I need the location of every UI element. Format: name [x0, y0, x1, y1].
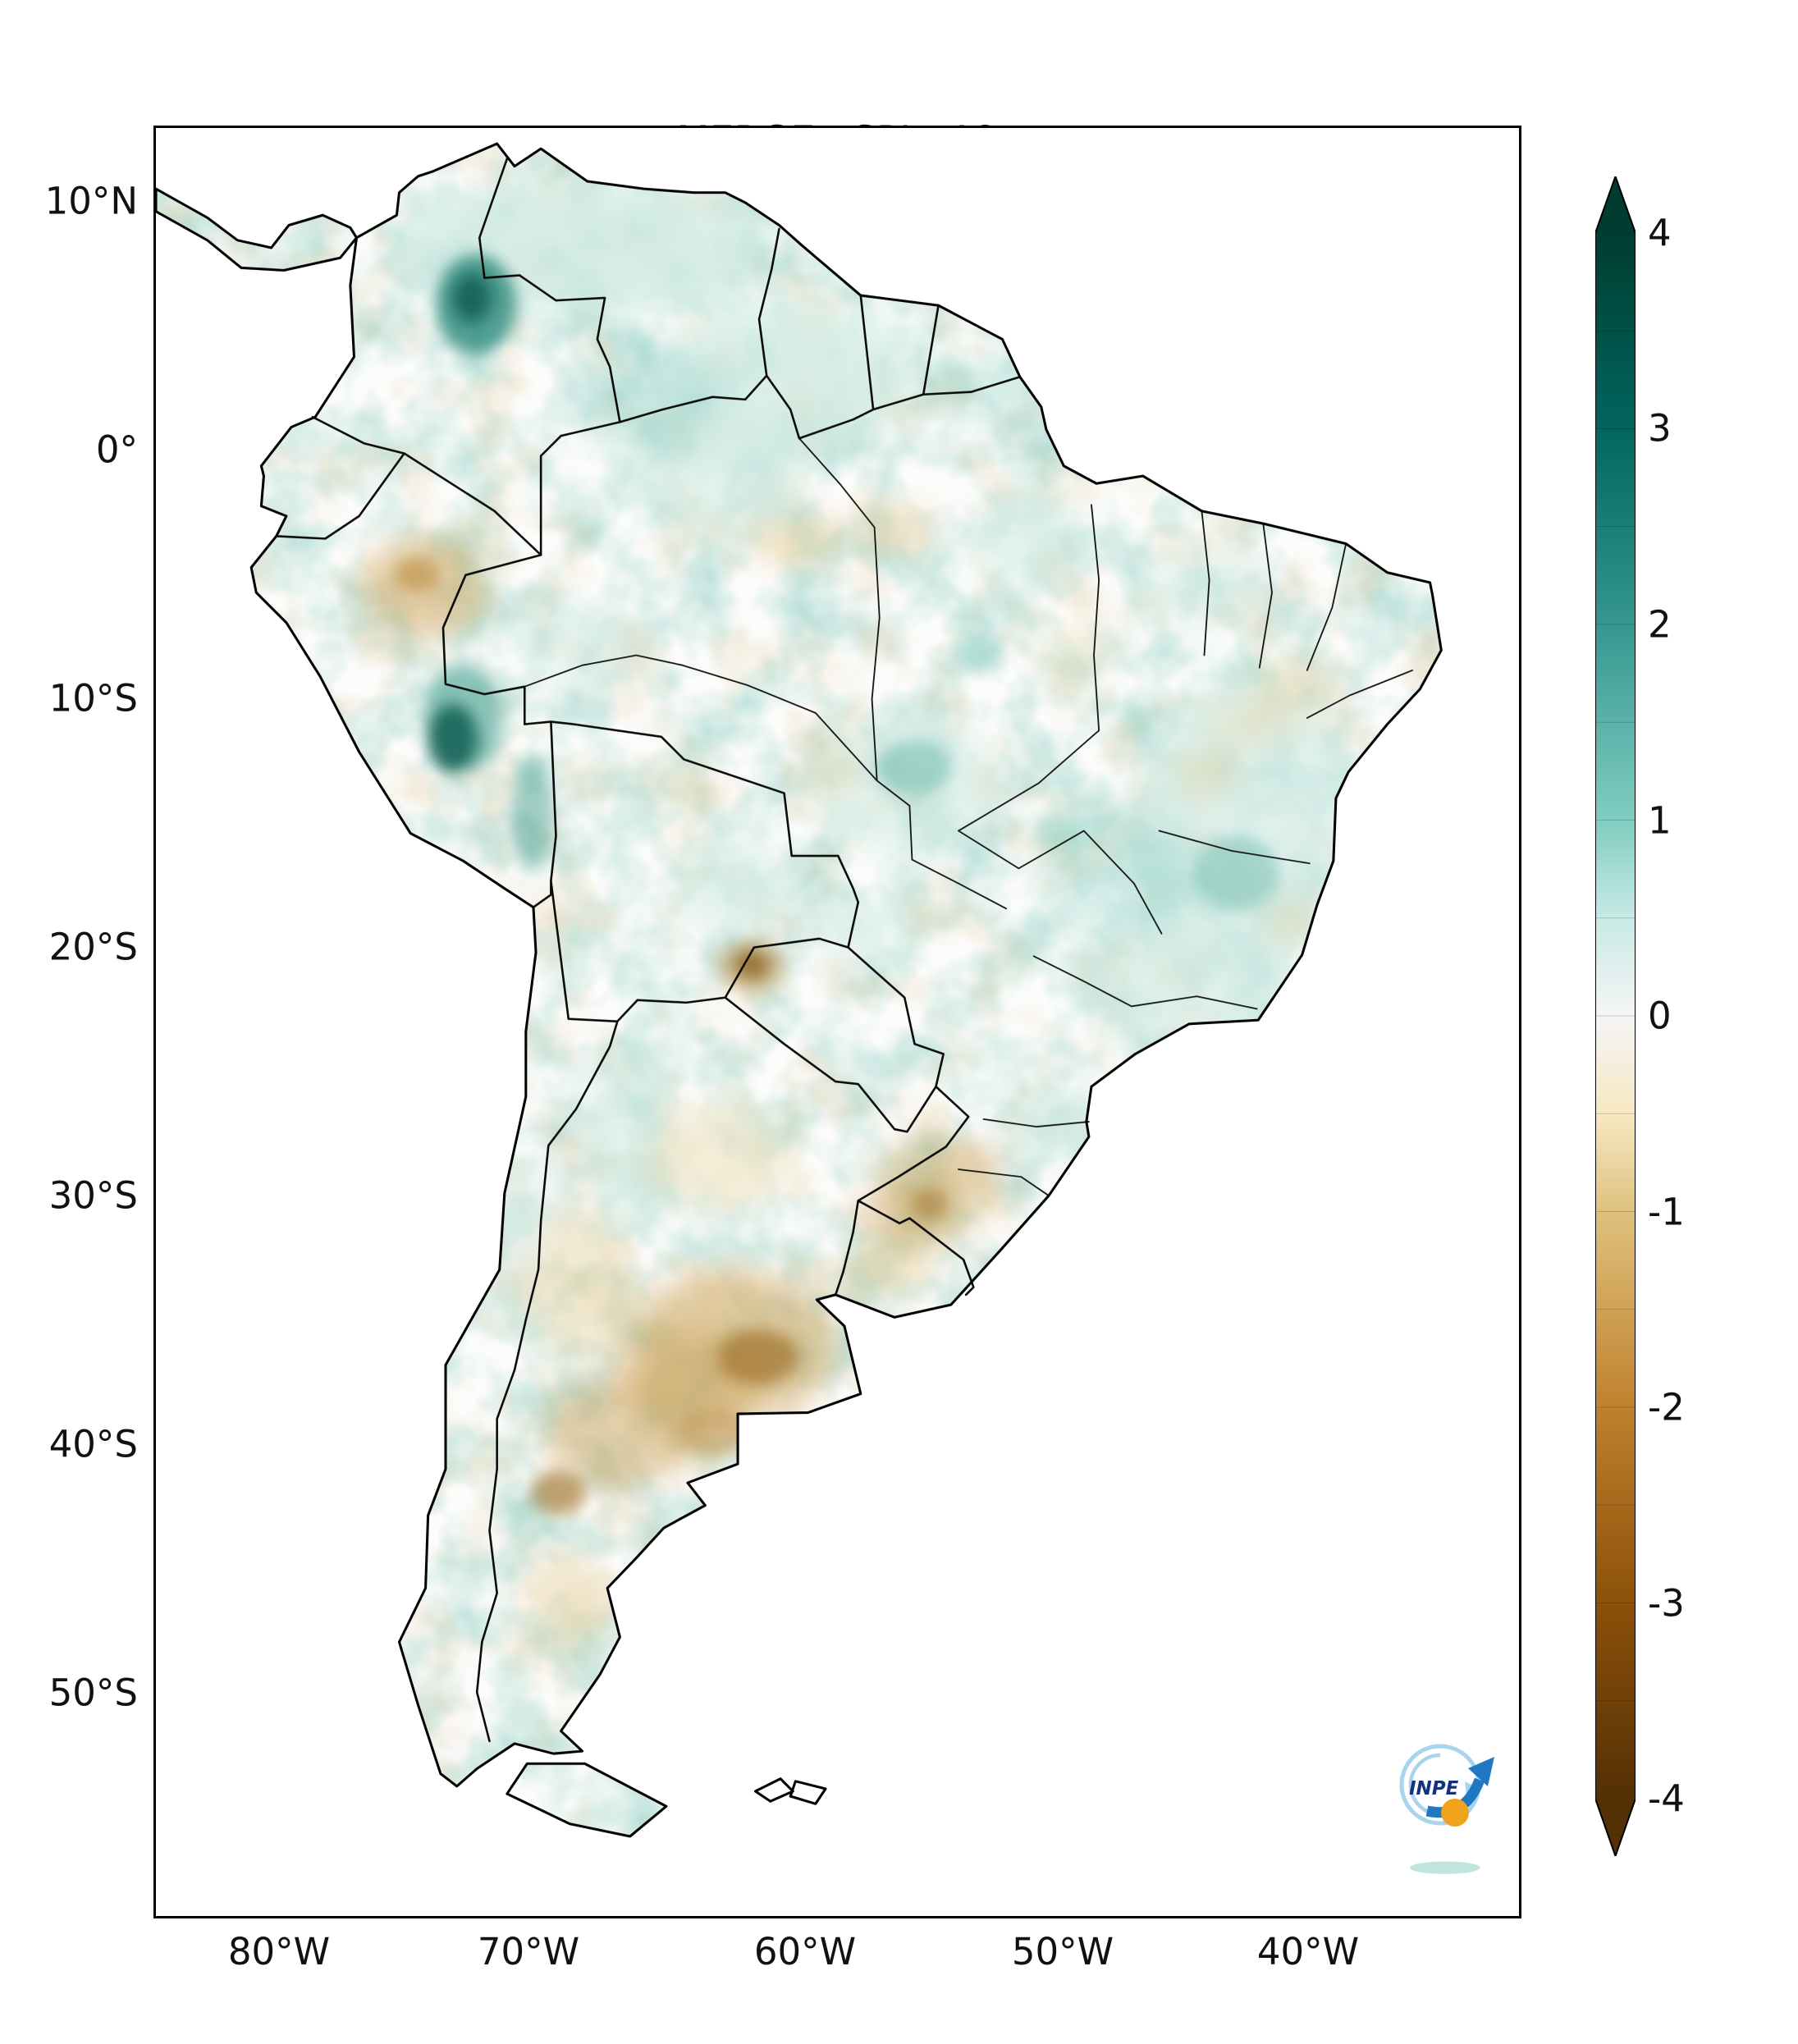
inpe-logo: INPE — [1399, 1744, 1494, 1827]
xtick-50w: 50°W — [1011, 1930, 1114, 1973]
state-borders — [524, 437, 1414, 1197]
ytick-20s: 20°S — [48, 925, 138, 969]
cbar-tick-1: 1 — [1648, 798, 1672, 843]
ytick-10s: 10°S — [48, 676, 138, 720]
cbar-tick-m4: -4 — [1648, 1776, 1685, 1821]
cbar-tick-m1: -1 — [1648, 1190, 1685, 1234]
colorbar-segments — [1595, 330, 1636, 1702]
logo-orange-dot — [1441, 1799, 1469, 1827]
country-borders — [275, 158, 1022, 1743]
xtick-70w: 70°W — [477, 1930, 580, 1973]
cbar-tick-m3: -3 — [1648, 1581, 1685, 1626]
colorbar — [1595, 176, 1636, 1856]
ytick-30s: 30°S — [48, 1173, 138, 1218]
xtick-40w: 40°W — [1256, 1930, 1360, 1973]
ytick-40s: 40°S — [48, 1422, 138, 1466]
logo-inpe-text: INPE — [1409, 1778, 1459, 1799]
logo-arrowhead — [1468, 1757, 1494, 1786]
cbar-tick-4: 4 — [1648, 211, 1672, 255]
ytick-50s: 50°S — [48, 1671, 138, 1715]
cbar-tick-m2: -2 — [1648, 1385, 1685, 1429]
ytick-0: 0° — [95, 428, 138, 472]
xtick-60w: 60°W — [753, 1930, 857, 1973]
cbar-tick-3: 3 — [1648, 406, 1672, 450]
coastline — [156, 142, 1443, 1838]
map-plot-area: INPE — [153, 126, 1521, 1918]
map-canvas — [156, 128, 1519, 1916]
offshore-raster-streak — [1410, 1861, 1480, 1874]
ytick-10n: 10°N — [44, 179, 138, 223]
cbar-tick-2: 2 — [1648, 602, 1672, 647]
xtick-80w: 80°W — [227, 1930, 331, 1973]
cbar-tick-0: 0 — [1648, 994, 1672, 1038]
colorbar-gradient — [1595, 176, 1636, 1856]
